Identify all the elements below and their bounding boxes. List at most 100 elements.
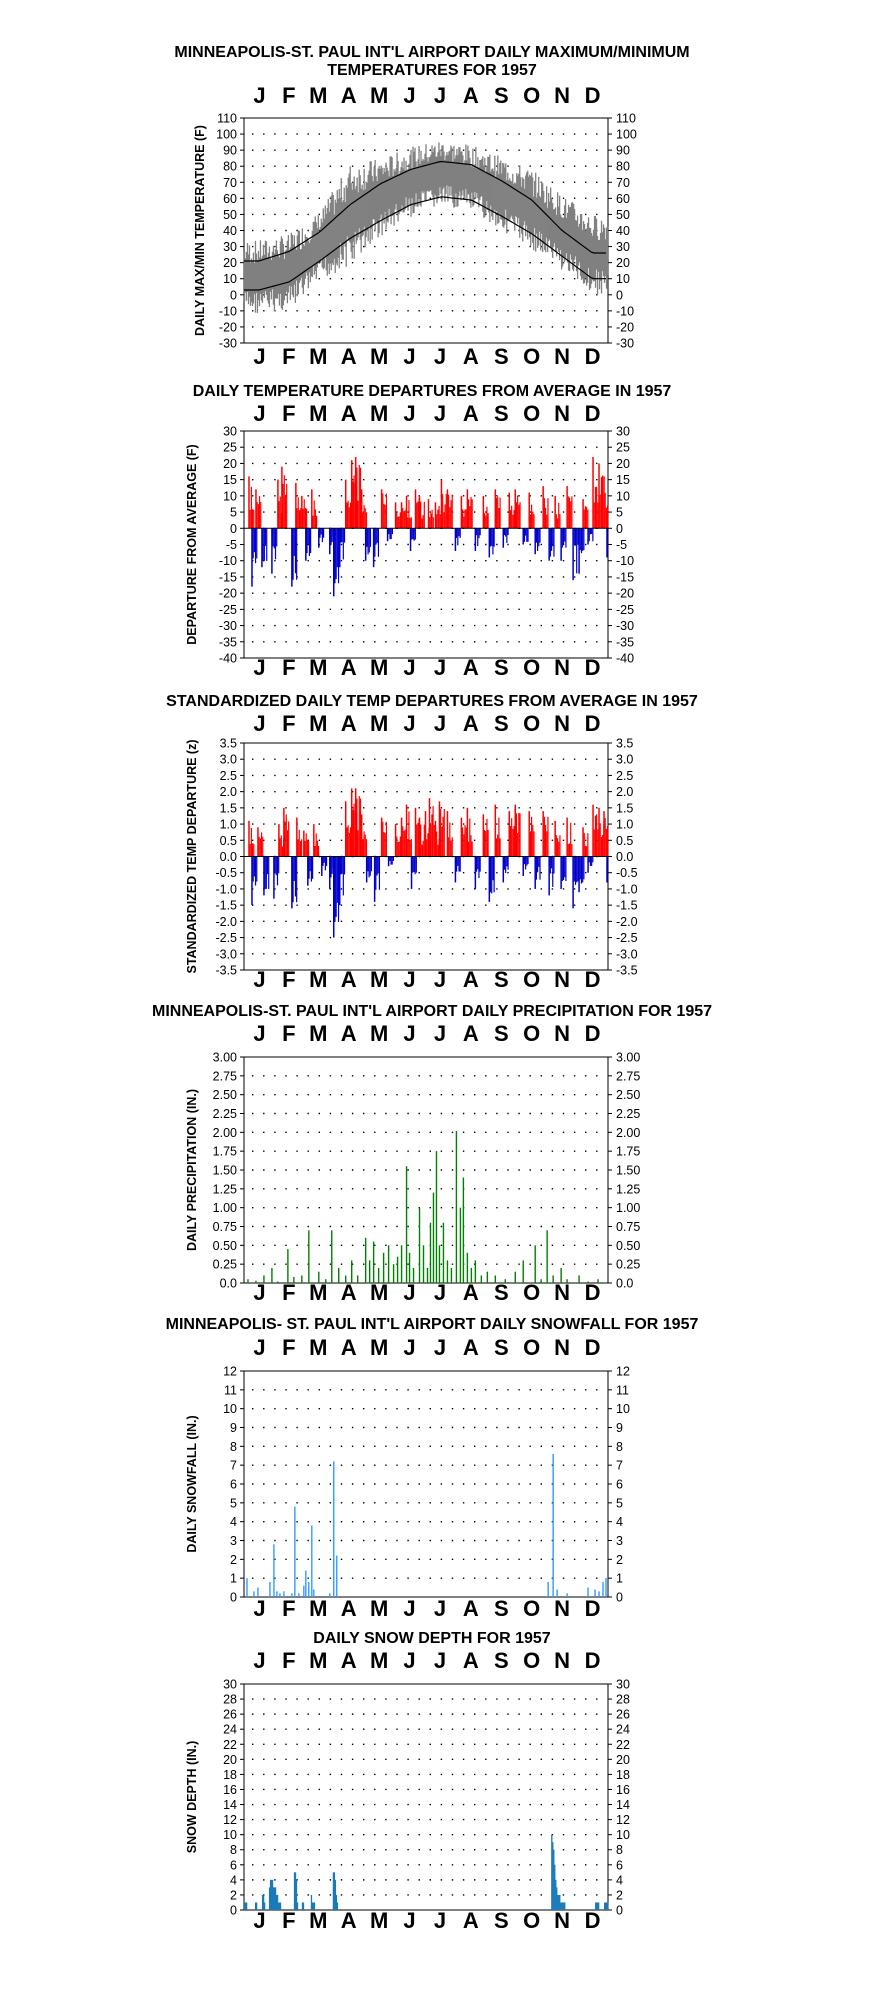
month-label-top: A	[341, 1021, 357, 1046]
snow-depth-bar	[245, 1902, 248, 1910]
month-label-bottom: A	[341, 1280, 357, 1305]
chart-title: MINNEAPOLIS-ST. PAUL INT'L AIRPORT DAILY…	[174, 44, 689, 61]
snow-depth-bar	[333, 1872, 336, 1910]
chart-title: STANDARDIZED DAILY TEMP DEPARTURES FROM …	[166, 693, 698, 710]
month-label-top: A	[463, 1335, 479, 1360]
y-tick-label-left: 8	[230, 1440, 237, 1454]
snow-depth-bar	[278, 1902, 281, 1910]
y-tick-label-left: 2	[230, 1888, 237, 1902]
y-tick-label-left: 25	[223, 441, 237, 455]
y-tick-label-left: 9	[230, 1421, 237, 1435]
month-label-bottom: M	[370, 1596, 388, 1621]
month-label-bottom: O	[523, 1280, 540, 1305]
y-tick-label-right: 2.50	[616, 1088, 640, 1102]
y-tick-label-left: 22	[223, 1738, 237, 1752]
y-tick-label-right: 4	[616, 1873, 623, 1887]
y-tick-label-left: 50	[223, 208, 237, 222]
snow-depth-bar	[244, 1902, 247, 1910]
snow-depth-bar	[332, 1872, 335, 1910]
y-tick-label-left: 2.75	[213, 1069, 237, 1083]
y-tick-label-left: -2.0	[215, 915, 237, 929]
y-tick-label-left: 1.50	[213, 1164, 237, 1178]
y-tick-label-left: -20	[219, 320, 237, 334]
month-label-bottom: A	[463, 1908, 479, 1933]
y-tick-label-right: 5	[616, 1496, 623, 1510]
month-label-top: J	[253, 83, 265, 108]
y-tick-label-left: 4	[230, 1873, 237, 1887]
month-label-bottom: J	[403, 1908, 415, 1933]
month-label-top: J	[434, 1021, 446, 1046]
month-label-top: S	[494, 401, 509, 426]
y-axis-label: STANDARDIZED TEMP DEPARTURE (z)	[185, 739, 199, 973]
y-tick-label-left: 3.5	[220, 737, 237, 751]
y-tick-label-left: 0	[230, 1904, 237, 1918]
snow-depth-bar	[604, 1902, 606, 1910]
month-label-top: J	[403, 711, 415, 736]
y-tick-label-right: 110	[616, 112, 636, 126]
y-tick-label-left: 30	[223, 1678, 237, 1692]
snow-depth-bar	[272, 1887, 275, 1910]
month-label-top: M	[370, 1335, 388, 1360]
y-tick-label-left: 0.50	[213, 1239, 237, 1253]
month-label-bottom: J	[403, 344, 415, 369]
snow-depth-bar	[605, 1902, 607, 1910]
y-tick-label-left: 1	[230, 1572, 237, 1586]
month-label-bottom: M	[309, 1280, 327, 1305]
snow-depth-bar	[560, 1902, 562, 1910]
month-label-top: A	[463, 1648, 479, 1673]
snow-depth-bar	[562, 1902, 564, 1910]
month-label-bottom: M	[370, 655, 388, 680]
month-label-top: D	[585, 401, 601, 426]
y-tick-label-right: -10	[616, 554, 634, 568]
y-tick-label-left: -20	[219, 587, 237, 601]
snow-depth-bar	[263, 1902, 266, 1910]
month-label-bottom: N	[554, 1280, 570, 1305]
month-label-top: J	[253, 1021, 265, 1046]
month-label-bottom: M	[309, 655, 327, 680]
month-label-bottom: O	[523, 1908, 540, 1933]
y-tick-label-left: 0.0	[220, 1277, 237, 1291]
normal-min-line	[244, 196, 606, 291]
snow-depth-bar	[277, 1902, 280, 1910]
chart-depart: DAILY TEMPERATURE DEPARTURES FROM AVERAG…	[185, 383, 671, 680]
snow-depth-bar	[268, 1887, 271, 1910]
y-tick-label-left: -35	[219, 635, 237, 649]
y-tick-label-right: 1.75	[616, 1145, 640, 1159]
month-label-bottom: O	[523, 967, 540, 992]
y-tick-label-right: 4	[616, 1515, 623, 1529]
month-label-top: M	[309, 1021, 327, 1046]
month-label-top: J	[403, 401, 415, 426]
snow-depth-bar	[294, 1872, 297, 1910]
y-tick-label-left: -10	[219, 554, 237, 568]
month-label-bottom: M	[370, 967, 388, 992]
y-tick-label-left: 0	[230, 288, 237, 302]
y-axis-label: DAILY SNOWFALL (IN.)	[185, 1415, 199, 1552]
y-tick-label-right: 2.5	[616, 769, 633, 783]
y-tick-label-right: 0.75	[616, 1220, 640, 1234]
snow-depth-bar	[255, 1902, 258, 1910]
month-label-bottom: J	[403, 1280, 415, 1305]
y-tick-label-left: -10	[219, 304, 237, 318]
month-label-bottom: J	[253, 344, 265, 369]
y-tick-label-right: 2	[616, 1553, 623, 1567]
month-label-bottom: S	[494, 1596, 509, 1621]
y-tick-label-left: 1.25	[213, 1182, 237, 1196]
snow-depth-bar	[244, 1902, 246, 1910]
month-label-top: S	[494, 711, 509, 736]
y-tick-label-right: 1.25	[616, 1182, 640, 1196]
y-tick-label-left: 30	[223, 240, 237, 254]
month-label-top: F	[282, 401, 295, 426]
y-tick-label-right: -25	[616, 603, 634, 617]
month-label-top: M	[370, 401, 388, 426]
month-label-bottom: O	[523, 655, 540, 680]
month-label-top: F	[282, 711, 295, 736]
month-label-bottom: D	[585, 1596, 601, 1621]
month-label-top: D	[585, 1335, 601, 1360]
snow-depth-bar	[275, 1894, 278, 1910]
y-tick-label-left: 3.00	[213, 1051, 237, 1065]
month-label-top: S	[494, 1021, 509, 1046]
month-label-bottom: N	[554, 967, 570, 992]
y-tick-label-right: 5	[616, 506, 623, 520]
month-label-bottom: A	[463, 655, 479, 680]
y-tick-label-left: -30	[219, 337, 237, 351]
